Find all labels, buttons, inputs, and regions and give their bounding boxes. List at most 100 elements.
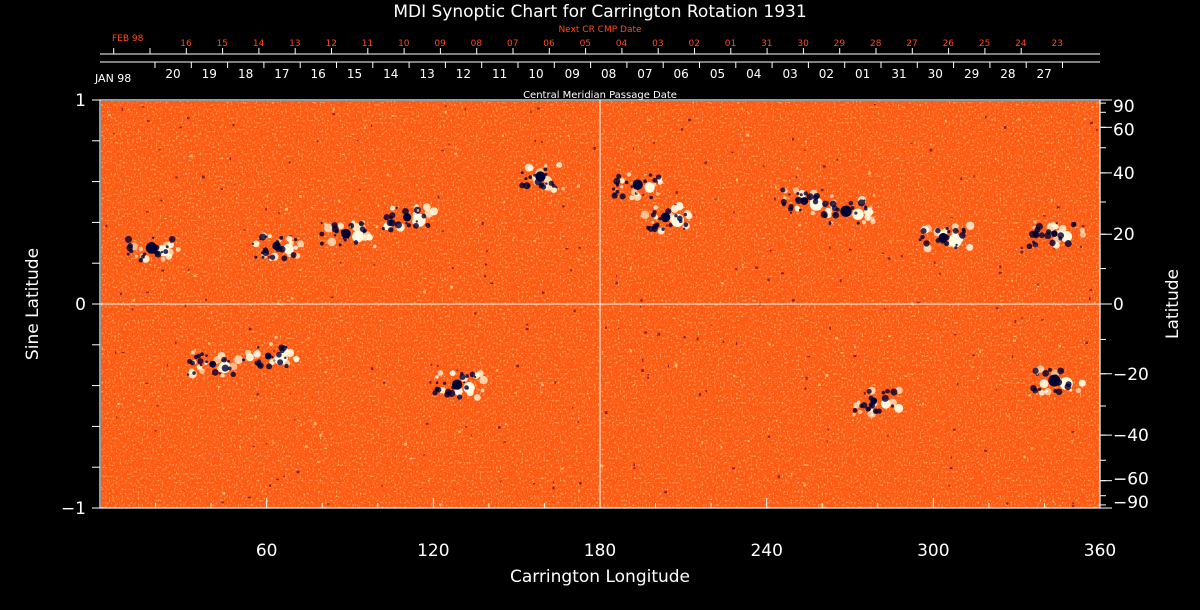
negative-spot xyxy=(870,397,878,405)
next-cmp-day-label: 12 xyxy=(325,39,336,49)
y-right-tick-label: 60 xyxy=(1113,120,1135,140)
x-tick-label: 60 xyxy=(256,541,278,561)
y-right-tick-label: 0 xyxy=(1113,295,1124,315)
negative-spot xyxy=(1051,230,1058,237)
next-cmp-day-label: 30 xyxy=(797,39,809,49)
next-cmp-month-label: FEB 98 xyxy=(112,34,144,44)
next-cmp-day-label: 06 xyxy=(543,39,555,49)
next-cmp-day-label: 10 xyxy=(398,39,410,49)
next-cmp-day-label: 03 xyxy=(652,39,663,49)
cmp-day-label: 06 xyxy=(674,67,689,81)
next-cmp-day-label: 23 xyxy=(1051,39,1062,49)
next-cmp-day-label: 31 xyxy=(761,39,772,49)
next-cmp-day-label: 15 xyxy=(217,39,228,49)
active-region xyxy=(820,195,876,226)
next-cmp-day-label: 27 xyxy=(906,39,917,49)
cmp-day-label: 18 xyxy=(238,67,253,81)
cmp-day-label: 17 xyxy=(274,67,289,81)
cmp-day-label: 07 xyxy=(637,67,652,81)
active-region xyxy=(1026,220,1086,250)
cmp-day-label: 09 xyxy=(565,67,580,81)
next-cmp-day-label: 04 xyxy=(616,39,628,49)
next-cmp-day-label: 07 xyxy=(507,39,518,49)
next-cmp-day-label: 01 xyxy=(725,39,736,49)
next-cmp-day-label: 28 xyxy=(870,39,882,49)
cmp-day-label: 29 xyxy=(964,67,979,81)
next-cmp-axis: Next CR CMP Date FEB 98 16 15 14 13 12 11 10 09… xyxy=(100,25,1100,55)
cmp-day-label: 19 xyxy=(202,67,217,81)
active-region xyxy=(381,203,439,233)
positive-spot xyxy=(283,243,294,255)
positive-spot xyxy=(948,234,962,248)
next-cmp-day-label: 02 xyxy=(688,39,699,49)
next-cmp-day-label: 26 xyxy=(943,39,955,49)
y-left-tick-label: −1 xyxy=(61,499,86,519)
y-right-tick-label: 90 xyxy=(1113,97,1135,117)
active-region xyxy=(432,370,488,401)
cmp-day-label: 04 xyxy=(746,67,761,81)
positive-spot xyxy=(463,381,475,394)
cmp-day-label: 16 xyxy=(311,67,326,81)
cmp-day-label: 03 xyxy=(782,67,797,81)
cmp-day-label: 12 xyxy=(456,67,471,81)
x-tick-label: 180 xyxy=(584,541,616,561)
next-cmp-axis-title: Next CR CMP Date xyxy=(558,25,642,35)
cmp-day-label: 08 xyxy=(601,67,616,81)
negative-spot xyxy=(535,171,546,182)
negative-spot xyxy=(938,233,948,243)
cmp-day-label: 15 xyxy=(347,67,362,81)
active-region xyxy=(1030,365,1086,396)
x-tick-label: 240 xyxy=(750,541,782,561)
cmp-day-label: 01 xyxy=(855,67,870,81)
y-left-tick-label: 1 xyxy=(75,91,86,111)
negative-spot xyxy=(1048,374,1061,387)
cmp-day-label: 05 xyxy=(710,67,725,81)
next-cmp-day-label: 13 xyxy=(289,39,300,49)
negative-spot xyxy=(209,360,217,368)
cmp-date-axis: JAN 98 20 19 18 17 16 15 14 13 12 11 10 09 08 07 06 05 0… xyxy=(94,61,1100,101)
x-axis: 60 120 180 240 300 360 Carrington Longitude xyxy=(99,498,1116,587)
cmp-day-label: 11 xyxy=(492,67,507,81)
active-region xyxy=(611,172,663,201)
negative-spot xyxy=(840,205,852,217)
cmp-day-label: 13 xyxy=(419,67,434,81)
active-region xyxy=(852,386,904,418)
y-left-tick-label: 0 xyxy=(75,295,86,315)
next-cmp-day-label: 11 xyxy=(362,39,373,49)
cmp-day-label: 27 xyxy=(1037,67,1052,81)
positive-spot xyxy=(644,182,655,193)
next-cmp-day-label: 05 xyxy=(580,39,591,49)
y-axis-right: 90 60 40 20 0 −20 −40 −60 −90 Latitude xyxy=(1100,97,1183,513)
cmp-day-label: 28 xyxy=(1000,67,1015,81)
cmp-day-label: 14 xyxy=(383,67,398,81)
x-tick-label: 360 xyxy=(1084,541,1116,561)
negative-spot xyxy=(632,179,643,190)
cmp-day-label: 20 xyxy=(165,67,180,81)
active-region xyxy=(241,342,300,370)
cmp-day-label: 02 xyxy=(819,67,834,81)
negative-spot xyxy=(145,242,158,254)
active-region xyxy=(124,235,181,263)
cmp-day-label: 10 xyxy=(528,67,543,81)
active-region xyxy=(319,220,377,249)
negative-spot xyxy=(341,228,351,239)
y-right-tick-label: −90 xyxy=(1113,493,1149,513)
x-tick-label: 300 xyxy=(917,541,949,561)
y-right-tick-label: 20 xyxy=(1113,225,1135,245)
next-cmp-day-label: 08 xyxy=(471,39,483,49)
y-right-tick-label: −20 xyxy=(1113,365,1149,385)
active-region xyxy=(186,350,243,379)
next-cmp-day-label: 16 xyxy=(180,39,192,49)
y-axis-left-label: Sine Latitude xyxy=(23,248,43,360)
negative-spot xyxy=(800,197,809,205)
cmp-month-label: JAN 98 xyxy=(94,72,131,85)
next-cmp-day-label: 29 xyxy=(834,39,846,49)
negative-spot xyxy=(403,213,412,222)
y-axis-left: 1 0 −1 Sine Latitude xyxy=(23,91,100,519)
next-cmp-day-label: 24 xyxy=(1015,39,1027,49)
chart-title: MDI Synoptic Chart for Carrington Rotati… xyxy=(393,2,806,22)
cmp-day-label: 31 xyxy=(891,67,906,81)
positive-spot xyxy=(352,230,364,243)
positive-spot xyxy=(881,399,891,409)
